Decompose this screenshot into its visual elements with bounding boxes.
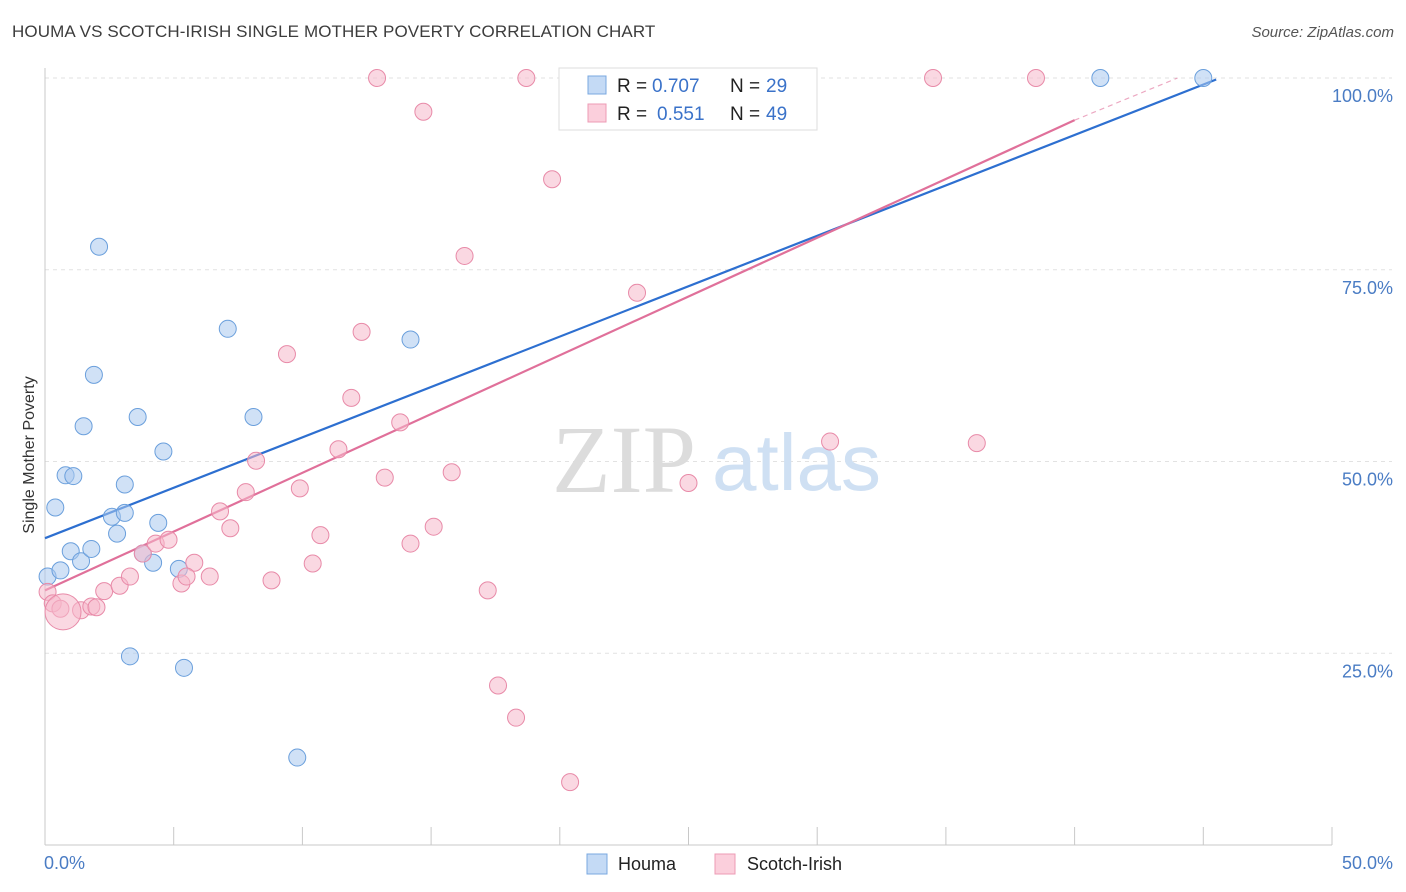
x-tick-label: 0.0% bbox=[44, 853, 85, 873]
point-scotch-irish bbox=[391, 413, 410, 432]
point-houma bbox=[108, 524, 127, 543]
trendline-scotch-irish bbox=[44, 119, 1076, 592]
point-scotch-irish bbox=[303, 554, 322, 573]
point-houma bbox=[218, 319, 237, 338]
point-houma bbox=[84, 365, 103, 384]
point-scotch-irish bbox=[342, 388, 361, 407]
watermark-atlas: atlas bbox=[712, 418, 881, 507]
y-tick-label: 75.0% bbox=[1342, 278, 1393, 298]
chart-title: HOUMA VS SCOTCH-IRISH SINGLE MOTHER POVE… bbox=[12, 22, 656, 41]
point-scotch-irish bbox=[177, 567, 196, 586]
legend-swatch-houma bbox=[587, 75, 607, 95]
point-houma bbox=[120, 647, 139, 666]
point-scotch-irish bbox=[133, 544, 152, 563]
point-scotch-irish bbox=[455, 246, 474, 265]
point-scotch-irish bbox=[185, 553, 204, 572]
point-scotch-irish bbox=[375, 468, 394, 487]
point-scotch-irish bbox=[478, 581, 497, 600]
bottom-legend-swatch-scotch-irish bbox=[714, 853, 736, 875]
point-scotch-irish bbox=[200, 567, 219, 586]
point-houma bbox=[51, 561, 70, 580]
point-scotch-irish bbox=[628, 283, 647, 302]
point-houma bbox=[46, 498, 65, 517]
point-scotch-irish bbox=[329, 440, 348, 459]
legend-n-value-scotch-irish: 49 bbox=[766, 104, 787, 125]
y-tick-labels: 25.0% 50.0% 75.0% 100.0% bbox=[1332, 86, 1393, 681]
legend-swatch-scotch-irish bbox=[587, 103, 607, 123]
point-houma bbox=[72, 552, 91, 571]
x-tick-labels: 0.0% 50.0% bbox=[44, 853, 1393, 873]
bottom-legend: Houma Scotch-Irish bbox=[586, 853, 842, 875]
bottom-legend-label-scotch-irish: Scotch-Irish bbox=[747, 854, 842, 874]
point-scotch-irish bbox=[44, 593, 82, 631]
point-scotch-irish bbox=[821, 432, 840, 451]
point-houma bbox=[90, 237, 109, 256]
source-label: Source: ZipAtlas.com bbox=[1251, 24, 1394, 41]
x-tick-label: 50.0% bbox=[1342, 853, 1393, 873]
point-scotch-irish bbox=[517, 69, 536, 87]
point-scotch-irish bbox=[561, 773, 580, 792]
point-scotch-irish bbox=[543, 170, 562, 189]
point-scotch-irish bbox=[368, 69, 387, 87]
point-houma bbox=[288, 748, 307, 767]
legend-r-label-scotch-irish: R = bbox=[617, 104, 647, 125]
point-houma bbox=[149, 513, 168, 532]
point-scotch-irish bbox=[967, 434, 986, 453]
y-tick-label: 50.0% bbox=[1342, 470, 1393, 490]
point-houma bbox=[1091, 69, 1110, 87]
point-scotch-irish bbox=[87, 598, 106, 617]
point-houma bbox=[115, 503, 134, 522]
point-houma bbox=[74, 417, 93, 436]
point-houma bbox=[64, 467, 83, 486]
bottom-legend-label-houma: Houma bbox=[618, 854, 677, 874]
bottom-legend-swatch-houma bbox=[586, 853, 608, 875]
point-houma bbox=[244, 408, 263, 427]
point-scotch-irish bbox=[159, 530, 178, 549]
trendline-houma bbox=[44, 78, 1217, 540]
point-scotch-irish bbox=[679, 473, 698, 492]
point-scotch-irish bbox=[1026, 69, 1045, 87]
point-scotch-irish bbox=[311, 526, 330, 545]
point-scotch-irish bbox=[95, 582, 114, 601]
legend-box: R = 0.707 N = 29 R = 0.551 N = 49 bbox=[558, 67, 818, 131]
legend-n-label-scotch-irish: N = bbox=[730, 104, 760, 125]
legend-r-value-scotch-irish: 0.551 bbox=[657, 104, 705, 125]
axes bbox=[44, 68, 1333, 846]
point-scotch-irish bbox=[424, 517, 443, 536]
point-houma bbox=[115, 475, 134, 494]
y-axis-label: Single Mother Poverty bbox=[21, 376, 38, 533]
point-scotch-irish bbox=[120, 567, 139, 586]
point-scotch-irish bbox=[277, 345, 296, 364]
point-houma bbox=[154, 442, 173, 461]
legend-n-label-houma: N = bbox=[730, 76, 760, 97]
point-houma bbox=[128, 408, 147, 427]
point-scotch-irish bbox=[236, 483, 255, 502]
point-scotch-irish bbox=[442, 463, 461, 482]
point-scotch-irish bbox=[211, 502, 230, 521]
point-houma bbox=[82, 539, 101, 558]
trendline-extension bbox=[1074, 77, 1178, 121]
point-scotch-irish bbox=[507, 708, 526, 727]
point-scotch-irish bbox=[262, 571, 281, 590]
point-scotch-irish bbox=[247, 451, 266, 470]
legend-r-label-houma: R = bbox=[617, 76, 647, 97]
legend-n-value-houma: 29 bbox=[766, 76, 787, 97]
point-houma bbox=[401, 330, 420, 349]
point-scotch-irish bbox=[924, 69, 943, 87]
point-scotch-irish bbox=[489, 676, 508, 695]
point-houma bbox=[1194, 69, 1213, 87]
legend-r-value-houma: 0.707 bbox=[652, 76, 700, 97]
point-scotch-irish bbox=[221, 519, 240, 538]
watermark-zip: ZIP bbox=[552, 406, 696, 513]
point-scotch-irish bbox=[352, 322, 371, 341]
y-tick-label: 100.0% bbox=[1332, 86, 1393, 106]
point-scotch-irish bbox=[414, 102, 433, 121]
grid-lines bbox=[45, 77, 1392, 654]
data-points bbox=[38, 69, 1213, 792]
point-scotch-irish bbox=[401, 534, 420, 553]
y-tick-label: 25.0% bbox=[1342, 661, 1393, 681]
point-scotch-irish bbox=[290, 479, 309, 498]
point-houma bbox=[174, 658, 193, 677]
